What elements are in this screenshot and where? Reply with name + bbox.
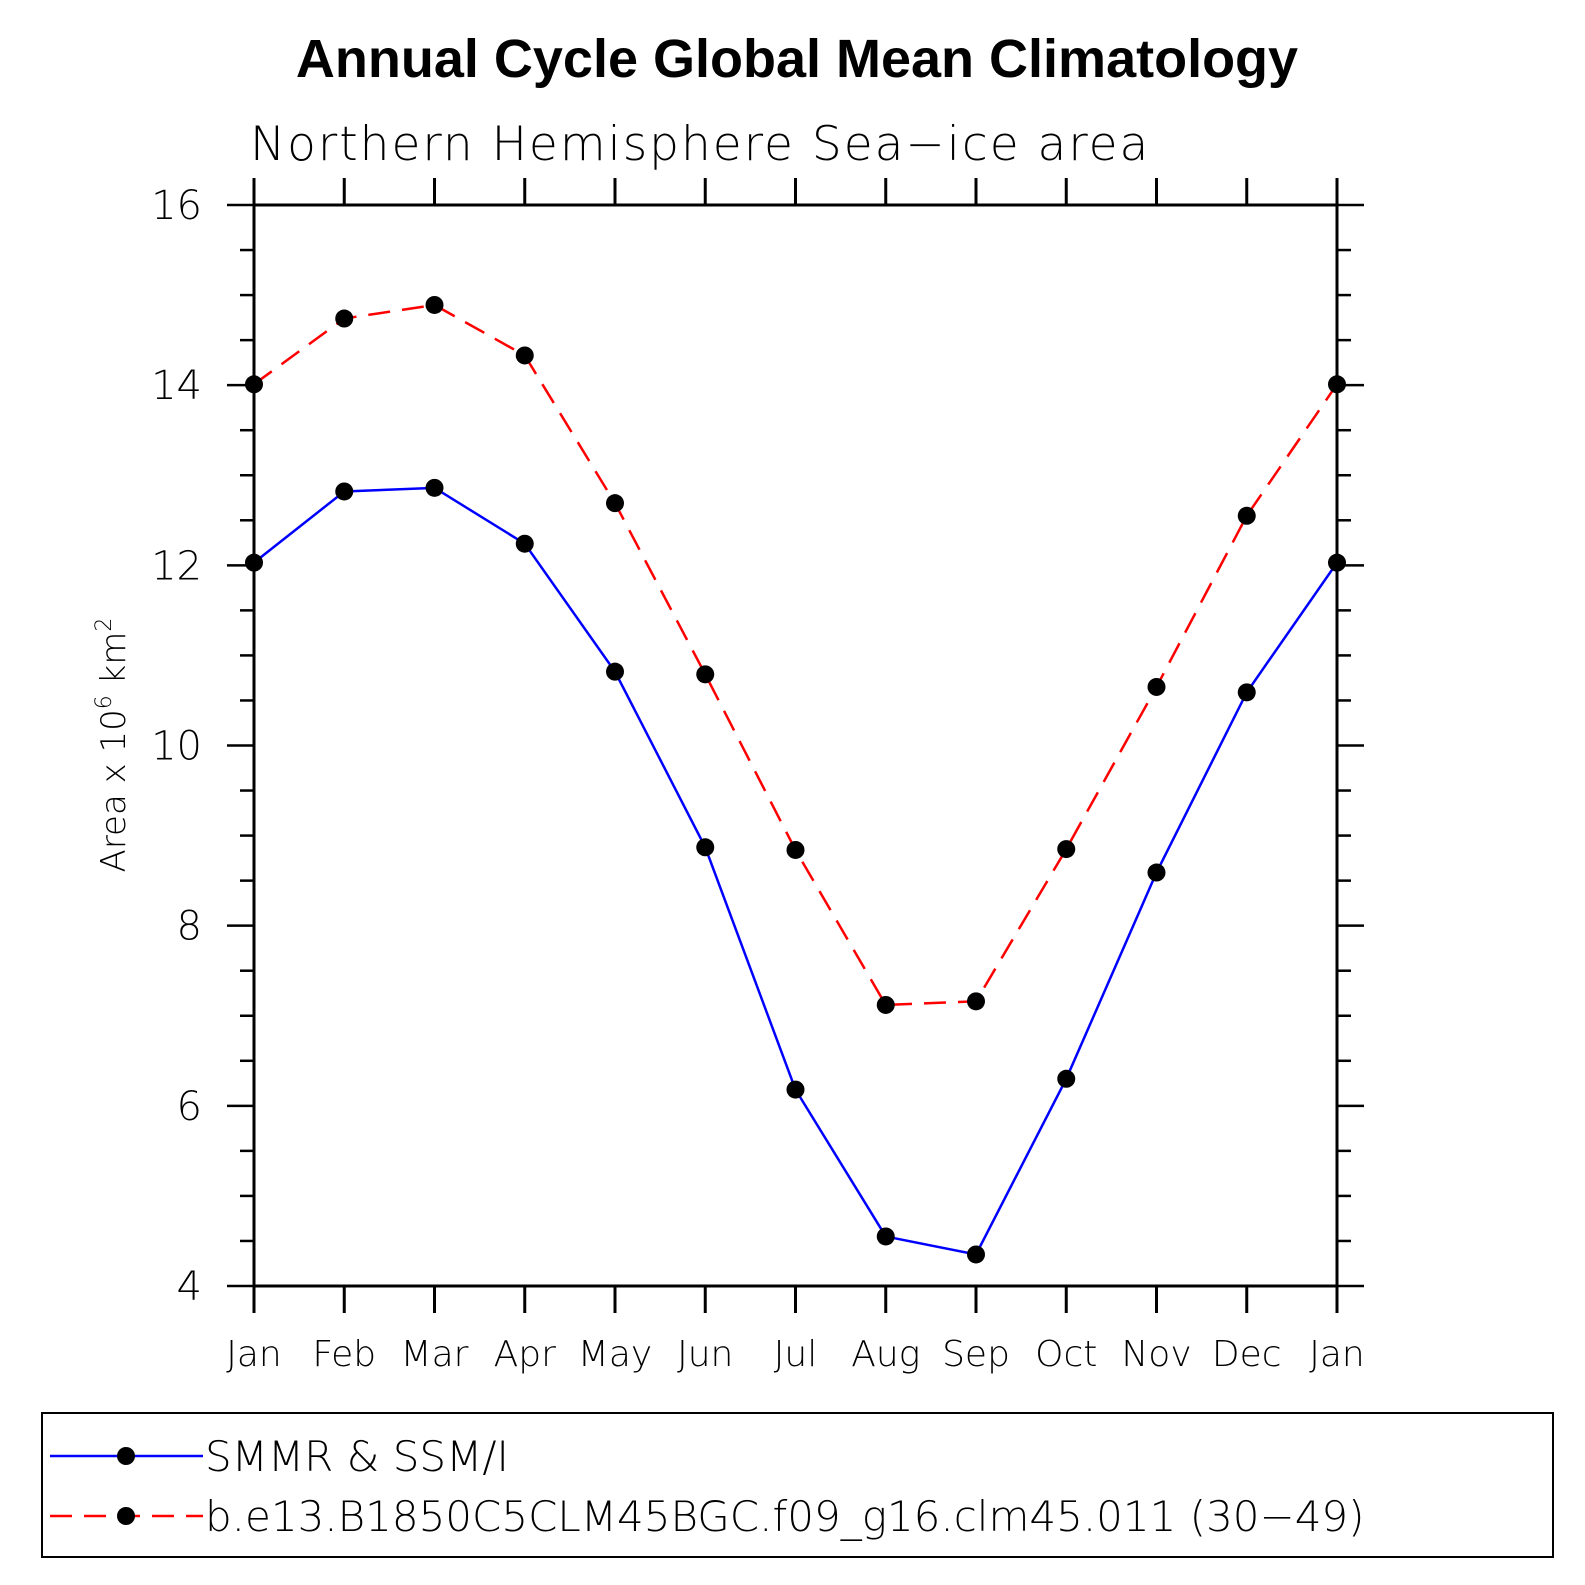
y-tick-label: 16: [151, 183, 202, 229]
series-1-point: [967, 1245, 985, 1264]
series-2-point: [1147, 677, 1166, 696]
y-axis-label: Area x 106 km2: [92, 618, 134, 873]
y-tick-label: 6: [177, 1084, 202, 1130]
series-2-point: [696, 665, 715, 684]
x-tick-label: Jul: [774, 1334, 817, 1375]
y-tick-label: 12: [151, 543, 202, 589]
x-tick-label: Oct: [1035, 1334, 1097, 1375]
x-tick-label: Sep: [942, 1334, 1010, 1375]
x-tick-label: Jun: [677, 1334, 733, 1375]
y-tick-label: 8: [177, 904, 202, 950]
series-2-point: [606, 494, 624, 513]
series-1-point: [515, 534, 534, 553]
series-1-point: [335, 482, 354, 501]
x-tick-label: May: [578, 1334, 652, 1375]
x-tick-label: Apr: [494, 1334, 556, 1375]
legend: SMMR & SSM/I b.e13.B1850C5CLM45BGC.f09_g1…: [50, 1432, 1365, 1541]
series-2-point: [1237, 506, 1256, 525]
series-1-point: [425, 478, 444, 497]
series-2-point: [876, 995, 895, 1014]
series-1-point: [1057, 1069, 1076, 1088]
x-tick-label: Aug: [851, 1334, 920, 1375]
series-1-point: [1147, 863, 1166, 882]
y-tick-label: 4: [177, 1264, 202, 1310]
legend-marker-2: [117, 1507, 135, 1525]
x-tick-label: Jan: [1309, 1334, 1365, 1375]
series-2-point: [425, 295, 444, 314]
y-tick-label: 10: [151, 724, 202, 770]
legend-marker-1: [117, 1447, 135, 1465]
chart-title: Annual Cycle Global Mean Climatology: [296, 29, 1298, 89]
series-1-point: [876, 1227, 895, 1246]
series-2-point: [515, 346, 534, 365]
series-2-point: [335, 309, 354, 328]
chart-subtitle: Northern Hemisphere Sea−ice area: [250, 117, 1150, 172]
series-1-point: [696, 838, 715, 857]
series-2-point: [1057, 840, 1076, 859]
legend-box: [41, 1412, 1554, 1558]
y-axis-label-prefix: Area x 10: [94, 709, 134, 872]
x-tick-label: Jan: [226, 1334, 282, 1375]
series-1-point: [606, 662, 624, 681]
y-axis-label-exp1: 6: [92, 695, 117, 709]
series-2-point: [967, 992, 985, 1011]
series-2-point: [786, 840, 805, 859]
x-tick-label: Feb: [312, 1334, 376, 1375]
series-1-point: [786, 1080, 805, 1099]
y-axis-label-unit: km: [94, 632, 134, 696]
legend-label-1: SMMR & SSM/I: [205, 1432, 509, 1481]
x-tick-label: Nov: [1121, 1334, 1191, 1375]
x-tick-label: Mar: [401, 1334, 469, 1375]
x-tick-label: Dec: [1212, 1334, 1282, 1375]
y-tick-label: 14: [151, 363, 202, 409]
legend-label-2: b.e13.B1850C5CLM45BGC.f09_g16.clm45.011 …: [205, 1492, 1365, 1541]
y-axis-label-exp2: 2: [92, 618, 117, 632]
series-1-point: [1237, 683, 1256, 702]
